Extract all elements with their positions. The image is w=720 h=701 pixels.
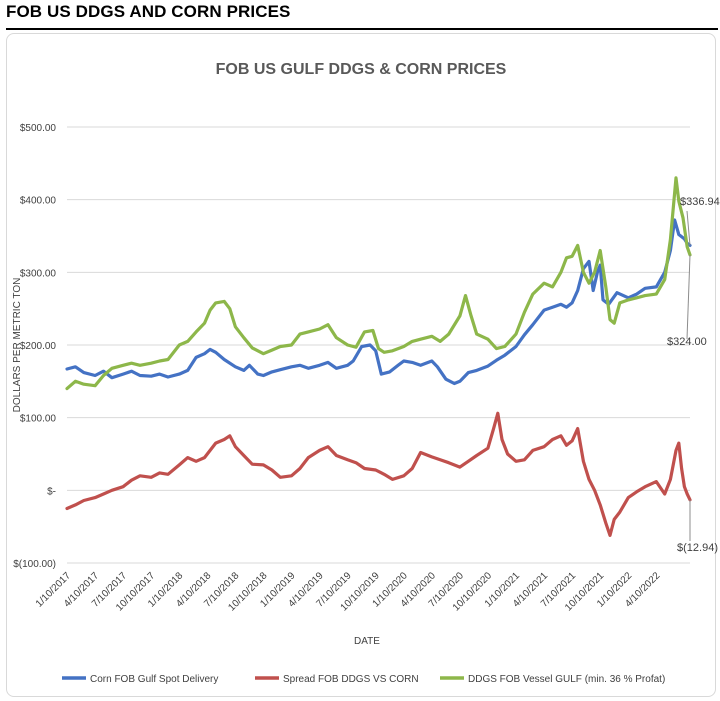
data-label: $336.94 <box>680 196 720 208</box>
legend-label: Spread FOB DDGS VS CORN <box>283 674 419 685</box>
y-tick-label: $(100.00) <box>13 559 56 570</box>
legend-label: DDGS FOB Vessel GULF (min. 36 % Profat) <box>468 674 665 685</box>
series-line-3 <box>65 176 692 391</box>
series-line-1 <box>65 218 692 386</box>
data-label: $(12.94) <box>677 542 718 554</box>
page-heading: FOB US DDGS AND CORN PRICES <box>6 2 291 21</box>
legend-label: Corn FOB Gulf Spot Delivery <box>90 674 218 685</box>
annotation-leader <box>686 210 691 246</box>
chart-title: FOB US GULF DDGS & CORN PRICES <box>216 61 507 78</box>
x-axis-label: DATE <box>354 636 380 647</box>
y-tick-label: $- <box>47 486 56 497</box>
y-tick-label: $400.00 <box>20 196 57 207</box>
page-header: FOB US DDGS AND CORN PRICES <box>6 2 718 30</box>
y-tick-label: $100.00 <box>20 414 57 425</box>
y-axis-label: DOLLARS PER METRIC TON <box>12 278 23 413</box>
y-tick-label: $300.00 <box>20 268 57 279</box>
series-line-2 <box>65 411 692 537</box>
annotation-leader <box>686 254 691 340</box>
legend: Corn FOB Gulf Spot Delivery Spread FOB DD… <box>62 674 665 685</box>
data-label: $324.00 <box>667 336 707 348</box>
y-tick-label: $500.00 <box>20 123 57 134</box>
y-tick-label: $200.00 <box>20 341 57 352</box>
